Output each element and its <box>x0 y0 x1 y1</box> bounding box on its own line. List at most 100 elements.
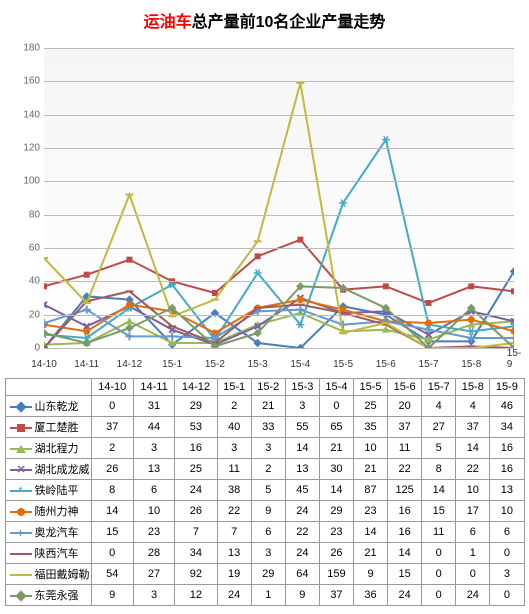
data-cell: 10 <box>133 501 174 522</box>
data-cell: 0 <box>422 585 456 606</box>
data-cell: 37 <box>456 417 490 438</box>
data-cell: 3 <box>251 438 285 459</box>
data-cell: 9 <box>353 564 387 585</box>
y-tick-label: 180 <box>23 43 40 54</box>
legend-cell: 随州力神 <box>5 501 91 522</box>
series-name: 湖北程力 <box>35 443 79 455</box>
table-row: 陕西汽车0283413324262114010 <box>5 543 524 564</box>
x-tick-label: 15-9 <box>507 348 521 370</box>
data-cell: 15 <box>422 501 456 522</box>
data-cell: 29 <box>175 396 217 417</box>
data-cell: 22 <box>285 522 319 543</box>
data-cell: 38 <box>217 480 251 501</box>
data-cell: 24 <box>285 543 319 564</box>
data-cell: 24 <box>217 585 251 606</box>
header-cell: 15-2 <box>251 379 285 396</box>
data-cell: 27 <box>133 564 174 585</box>
data-cell: 12 <box>175 585 217 606</box>
x-tick-label: 15-4 <box>290 359 310 370</box>
data-cell: 159 <box>319 564 353 585</box>
series-name: 东莞永强 <box>35 590 79 602</box>
data-cell: 28 <box>133 543 174 564</box>
y-tick-label: 40 <box>29 276 40 287</box>
chart-title: 运油车总产量前10名企业产量走势 <box>4 8 525 32</box>
y-tick-label: 20 <box>29 309 40 320</box>
data-cell: 15 <box>388 564 422 585</box>
data-cell: 14 <box>285 438 319 459</box>
data-cell: 9 <box>91 585 133 606</box>
data-cell: 27 <box>422 417 456 438</box>
header-cell: 15-7 <box>422 379 456 396</box>
data-cell: 36 <box>353 585 387 606</box>
data-cell: 3 <box>251 543 285 564</box>
data-cell: 24 <box>456 585 490 606</box>
data-cell: 23 <box>319 522 353 543</box>
data-cell: 6 <box>251 522 285 543</box>
legend-cell: 山东乾龙 <box>5 396 91 417</box>
data-cell: 23 <box>133 522 174 543</box>
data-cell: 29 <box>251 564 285 585</box>
data-cell: 8 <box>422 459 456 480</box>
y-tick-label: 160 <box>23 76 40 87</box>
data-cell: 21 <box>353 459 387 480</box>
data-cell: 17 <box>456 501 490 522</box>
y-tick-label: 140 <box>23 109 40 120</box>
series-name: 湖北成龙威 <box>35 464 90 476</box>
series-name: 随州力神 <box>35 506 79 518</box>
data-cell: 25 <box>353 396 387 417</box>
plot-area <box>44 48 514 348</box>
data-cell: 13 <box>285 459 319 480</box>
data-cell: 0 <box>319 396 353 417</box>
header-cell: 15-6 <box>388 379 422 396</box>
table-row: 东莞永强931224193736240240 <box>5 585 524 606</box>
header-cell: 14-10 <box>91 379 133 396</box>
y-tick-label: 60 <box>29 243 40 254</box>
data-cell: 16 <box>490 438 524 459</box>
series-name: 福田戴姆勒 <box>35 569 90 581</box>
table-row: *铁岭陆平8624385451487125141013 <box>5 480 524 501</box>
data-cell: 2 <box>217 396 251 417</box>
data-cell: 34 <box>490 417 524 438</box>
legend-cell: 福田戴姆勒 <box>5 564 91 585</box>
line-chart: 02040608010012014016018014-1014-1114-121… <box>4 38 524 378</box>
table-row: 福田戴姆勒542792192964159915003 <box>5 564 524 585</box>
chart-lines <box>44 48 514 348</box>
x-tick-label: 15-6 <box>376 359 396 370</box>
data-table: 14-1014-1114-1215-115-215-315-415-515-61… <box>5 378 525 606</box>
data-cell: 16 <box>388 522 422 543</box>
data-cell: 11 <box>422 522 456 543</box>
data-cell: 11 <box>217 459 251 480</box>
data-cell: 46 <box>490 396 524 417</box>
x-tick-label: 15-7 <box>419 359 439 370</box>
data-cell: 33 <box>251 417 285 438</box>
x-tick-label: 15-2 <box>205 359 225 370</box>
data-cell: 40 <box>217 417 251 438</box>
legend-cell: +奥龙汽车 <box>5 522 91 543</box>
data-cell: 8 <box>91 480 133 501</box>
data-cell: 22 <box>217 501 251 522</box>
data-cell: 14 <box>91 501 133 522</box>
legend-cell: 东莞永强 <box>5 585 91 606</box>
data-cell: 0 <box>422 564 456 585</box>
data-cell: 55 <box>285 417 319 438</box>
data-cell: 26 <box>91 459 133 480</box>
data-cell: 3 <box>217 438 251 459</box>
data-cell: 10 <box>456 480 490 501</box>
data-cell: 10 <box>353 438 387 459</box>
data-cell: 5 <box>251 480 285 501</box>
data-cell: 6 <box>456 522 490 543</box>
y-tick-label: 0 <box>34 343 40 354</box>
data-cell: 37 <box>388 417 422 438</box>
legend-cell: 陕西汽车 <box>5 543 91 564</box>
data-cell: 54 <box>91 564 133 585</box>
header-cell: 14-11 <box>133 379 174 396</box>
header-cell: 15-1 <box>217 379 251 396</box>
series-name: 山东乾龙 <box>35 401 79 413</box>
data-cell: 13 <box>490 480 524 501</box>
data-cell: 15 <box>91 522 133 543</box>
title-black: 总产量前10名企业产量走势 <box>192 14 386 31</box>
data-cell: 24 <box>285 501 319 522</box>
data-cell: 14 <box>388 543 422 564</box>
data-cell: 44 <box>133 417 174 438</box>
data-cell: 64 <box>285 564 319 585</box>
